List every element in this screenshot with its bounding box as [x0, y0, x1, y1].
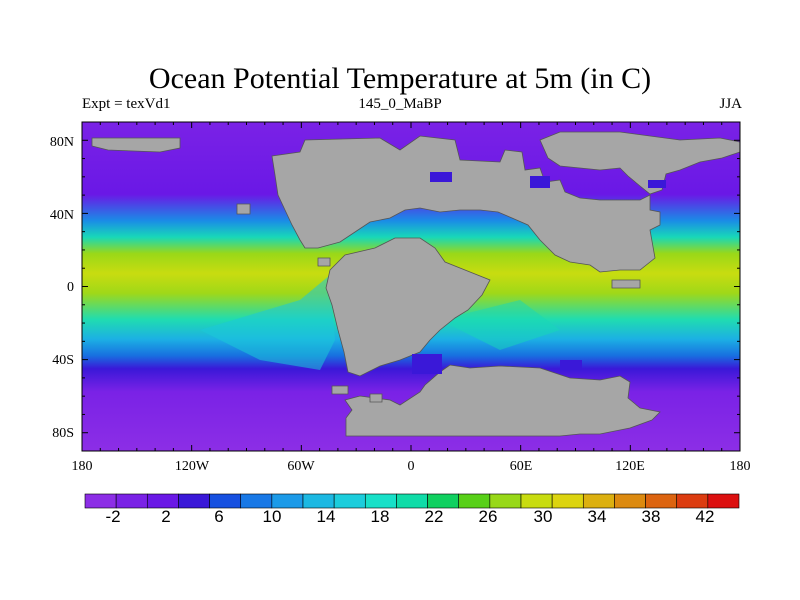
x-tick-label: 60E	[510, 459, 533, 474]
colorbar-labels: -2 2 6 10 14 18 22 26 30 34 38 42	[105, 507, 714, 526]
colorbar-swatch	[458, 493, 491, 509]
cool-tongue-east-pacific	[200, 275, 335, 370]
colorbar-swatch	[645, 493, 678, 509]
y-tick-label: 80S	[52, 426, 74, 441]
land-masses	[91, 131, 740, 437]
cold-marginal-seas	[412, 172, 666, 374]
colorbar-swatch	[489, 493, 522, 509]
colorbar-label: 18	[371, 507, 390, 526]
y-tick-label: 40N	[50, 208, 74, 223]
colorbar-label: 42	[696, 507, 715, 526]
colorbar-swatch	[178, 493, 210, 509]
land-island-5	[331, 385, 349, 395]
colorbar-swatch	[333, 493, 366, 509]
x-tick-label: 60W	[287, 459, 315, 474]
land-south-america-africa	[325, 237, 491, 377]
colorbar-swatch	[209, 493, 242, 509]
colorbar-label: -2	[105, 507, 120, 526]
land-island-4	[369, 393, 383, 403]
x-axis-labels: 180 120W 60W 0 60E 120E 180	[72, 459, 751, 474]
land-north-cap	[91, 137, 181, 153]
colorbar-label: 30	[534, 507, 553, 526]
cool-tongue-south-atlantic	[440, 300, 560, 350]
colorbar-label: 34	[588, 507, 607, 526]
colorbar-label: 6	[214, 507, 223, 526]
colorbar-swatch	[396, 493, 428, 509]
axis-ticks	[81, 121, 741, 452]
colorbar-swatch	[676, 493, 709, 509]
y-axis-labels: 80N 40N 0 40S 80S	[50, 135, 74, 441]
colorbar-swatch	[271, 493, 304, 509]
colorbar-swatch	[520, 493, 553, 509]
land-island-1	[236, 203, 251, 215]
time-label: 145_0_MaBP	[358, 96, 442, 112]
land-laurasia-west	[271, 135, 661, 273]
x-tick-label: 120W	[175, 459, 210, 474]
colorbar-label: 22	[425, 507, 444, 526]
land-antarctica	[344, 364, 661, 437]
season-label: JJA	[719, 96, 742, 112]
y-tick-label: 40S	[52, 353, 74, 368]
land-asia-northeast	[539, 131, 740, 195]
land-island-3	[611, 279, 641, 289]
colorbar-label: 38	[642, 507, 661, 526]
map-area	[82, 122, 740, 451]
x-tick-label: 180	[730, 459, 751, 474]
colorbar-swatch	[84, 493, 117, 509]
land-island-2	[317, 257, 331, 267]
colorbar-swatch	[240, 493, 273, 509]
colorbar-label: 14	[317, 507, 336, 526]
colorbar-swatch	[614, 493, 646, 509]
x-tick-label: 0	[408, 459, 415, 474]
colorbar-swatch	[146, 493, 179, 509]
colorbar-swatch	[115, 493, 148, 509]
colorbar-swatch	[302, 493, 335, 509]
experiment-label: Expt = texVd1	[82, 96, 171, 112]
colorbar-swatch	[427, 493, 460, 509]
x-tick-label: 180	[72, 459, 93, 474]
colorbar-label: 2	[161, 507, 170, 526]
y-tick-label: 80N	[50, 135, 74, 150]
colorbar-swatch	[551, 493, 584, 509]
colorbar-swatch	[364, 493, 397, 509]
y-tick-label: 0	[67, 280, 74, 295]
colorbar	[84, 493, 740, 509]
colorbar-label: 10	[263, 507, 282, 526]
colorbar-swatch	[582, 493, 615, 509]
colorbar-label: 26	[479, 507, 498, 526]
page-title: Ocean Potential Temperature at 5m (in C)	[148, 62, 652, 95]
colorbar-swatch	[707, 493, 740, 509]
x-tick-label: 120E	[615, 459, 645, 474]
